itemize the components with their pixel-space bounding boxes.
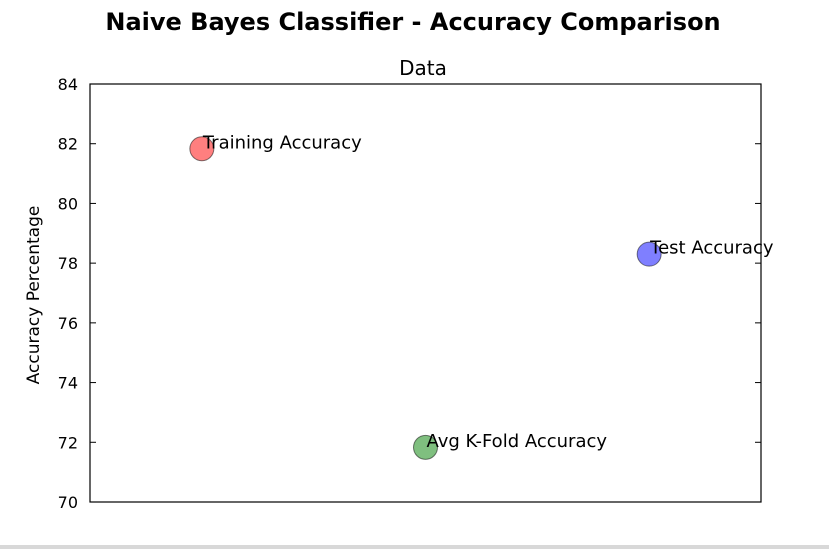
y-tick-label: 76 [58, 314, 78, 333]
y-tick-label: 70 [58, 493, 78, 512]
chart-suptitle: Naive Bayes Classifier - Accuracy Compar… [105, 8, 720, 36]
point-annotation: Training Accuracy [202, 132, 362, 153]
point-annotation: Avg K-Fold Accuracy [427, 431, 608, 452]
y-tick-label: 82 [58, 135, 78, 154]
scatter-point [636, 241, 662, 267]
scatter-point [413, 434, 438, 460]
y-axis-label: Accuracy Percentage [24, 206, 44, 385]
y-tick-label: 80 [58, 194, 78, 213]
data-points: Training Accuracy Avg K-Fold Accuracy Test… [189, 132, 774, 460]
plot-frame [89, 83, 762, 503]
y-tick-label: 74 [58, 374, 78, 393]
window-bottom-border [0, 545, 829, 549]
y-axis-ticks: 70 72 74 76 78 80 82 84 [58, 75, 761, 512]
y-tick-label: 78 [58, 254, 78, 273]
point-annotation: Test Accuracy [649, 238, 774, 259]
axes-title: Data [399, 56, 447, 80]
y-tick-label: 72 [58, 433, 78, 452]
y-tick-label: 84 [58, 75, 78, 94]
scatter-point [189, 136, 215, 162]
